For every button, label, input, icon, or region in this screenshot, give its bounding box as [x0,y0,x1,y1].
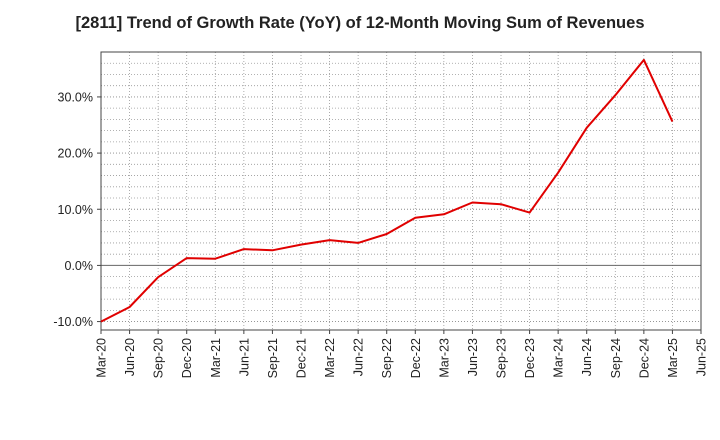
x-tick-label: Mar-22 [323,338,337,378]
axis-layer [97,51,702,334]
x-tick-label: Mar-21 [209,338,223,378]
x-tick-label: Dec-22 [409,338,423,378]
x-tick-label: Mar-25 [666,338,680,378]
series-layer [100,58,674,323]
x-tick-label: Sep-23 [495,338,509,378]
chart-title: [2811] Trend of Growth Rate (YoY) of 12-… [75,14,645,32]
grid-layer [100,52,702,330]
x-tick-label: Sep-24 [609,338,623,378]
x-tick-label: Dec-24 [637,338,651,378]
y-tick-label: 0.0% [65,259,94,273]
x-tick-label: Jun-25 [695,338,709,376]
label-layer: -10.0% 0.0% 10.0% 20.0% 30.0% Mar-20 Jun-20 Sep… [53,90,708,378]
plot-frame [100,51,702,331]
x-tick-label: Dec-23 [523,338,537,378]
x-tick-label: Mar-24 [552,338,566,378]
x-tick-label: Sep-21 [266,338,280,378]
y-tick-label: 20.0% [58,147,93,161]
x-tick-label: Mar-23 [437,338,451,378]
x-tick-label: Mar-20 [95,338,109,378]
y-tick-label: 30.0% [58,90,93,104]
x-tick-label: Jun-21 [237,338,251,376]
x-tick-label: Jun-23 [466,338,480,376]
series-line [100,58,674,323]
x-tick-label: Jun-22 [352,338,366,376]
x-tick-label: Jun-24 [580,338,594,376]
x-tick-label: Jun-20 [123,338,137,376]
x-tick-label: Dec-21 [295,338,309,378]
y-tick-label: 10.0% [58,203,93,217]
y-tick-label: -10.0% [53,315,93,329]
x-tick-label: Dec-20 [180,338,194,378]
x-tick-label: Sep-20 [152,338,166,378]
x-tick-label: Sep-22 [380,338,394,378]
